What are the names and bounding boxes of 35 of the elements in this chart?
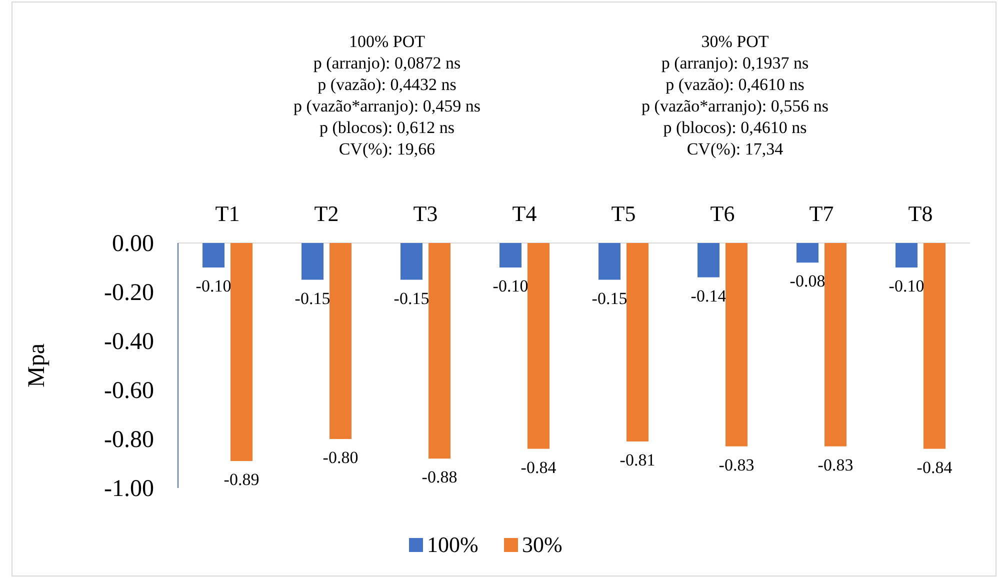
legend-label: 100%: [427, 532, 478, 557]
data-label: -0.84: [916, 458, 953, 477]
data-label: -0.08: [790, 272, 826, 291]
text: 30% POT p (arranjo): 0,1937 ns p (vazão): 0,4610 ns p (vazão*arranjo): 0,556 ns p (blocos): 0,4610 ns CV(%): 17,34: [642, 32, 828, 158]
x-tick-label: T5: [611, 201, 636, 226]
x-tick-label: T7: [809, 201, 834, 226]
x-tick-label: T1: [215, 201, 240, 226]
y-tick-label: -1.00: [104, 476, 154, 502]
data-label: -0.15: [294, 288, 330, 308]
x-tick-label: T6: [710, 201, 735, 226]
data-label: -0.83: [718, 455, 754, 474]
y-tick-label: -0.20: [104, 280, 154, 306]
y-tick-label: -0.60: [104, 378, 154, 404]
y-tick-label: -0.40: [104, 329, 154, 355]
x-tick-label: T2: [314, 201, 339, 226]
x-tick-label: T3: [413, 201, 438, 226]
data-label: -0.15: [394, 288, 430, 308]
data-label: -0.81: [620, 450, 656, 470]
x-tick-label: T8: [908, 201, 933, 226]
data-label: -0.84: [520, 458, 557, 477]
x-tick-label: T4: [512, 201, 537, 226]
data-label: -0.83: [818, 455, 854, 474]
data-label: -0.10: [492, 276, 528, 296]
data-label: -0.15: [592, 288, 628, 308]
y-axis-title: Mpa: [24, 343, 50, 388]
data-label: -0.88: [422, 468, 458, 487]
data-label: -0.14: [690, 286, 727, 306]
y-tick-label: 0.00: [112, 231, 154, 257]
data-label: -0.10: [888, 276, 924, 296]
data-label: -0.80: [322, 448, 358, 467]
legend-label: 30%: [522, 532, 562, 557]
data-label: -0.89: [224, 470, 260, 490]
y-tick-label: -0.80: [104, 427, 154, 453]
text: 100% POT p (arranjo): 0,0872 ns p (vazão): 0,4432 ns p (vazão*arranjo): 0,459 ns p (blocos): 0,612 ns CV(%): 19,66: [294, 32, 480, 158]
data-label: -0.10: [196, 276, 232, 296]
